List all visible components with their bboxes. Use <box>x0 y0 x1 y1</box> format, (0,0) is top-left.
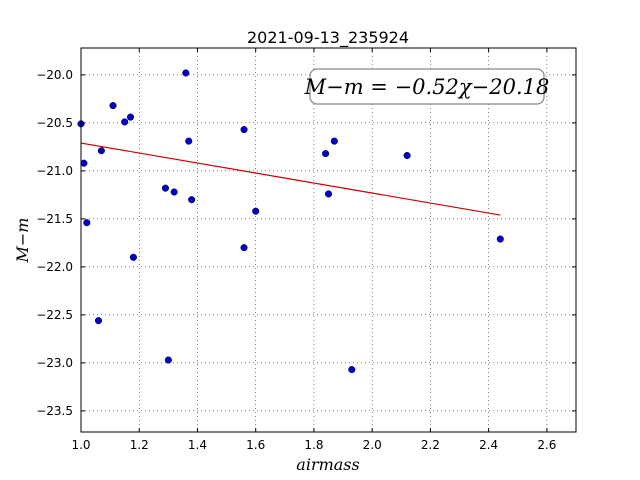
data-point <box>240 126 248 134</box>
data-point <box>322 150 330 158</box>
x-tick-label: 1.2 <box>130 438 149 452</box>
x-tick-label: 2.4 <box>479 438 498 452</box>
y-tick-label: −22.5 <box>36 308 73 322</box>
data-point <box>109 102 117 110</box>
x-tick-label: 1.6 <box>246 438 265 452</box>
x-tick-label: 1.8 <box>304 438 323 452</box>
data-point <box>348 366 356 374</box>
data-point <box>126 113 135 121</box>
y-tick-label: −20.0 <box>36 68 73 82</box>
x-tick-label: 2.2 <box>421 438 440 452</box>
data-point <box>324 190 333 198</box>
plot-area <box>81 48 576 432</box>
x-tick-label: 2.0 <box>363 438 382 452</box>
data-point <box>330 137 338 145</box>
chart-title: 2021-09-13_235924 <box>247 28 409 48</box>
data-point <box>80 159 88 167</box>
y-tick-label: −23.5 <box>36 404 73 418</box>
x-tick-label: 1.0 <box>71 438 90 452</box>
x-axis-label: airmass <box>296 455 359 474</box>
data-point <box>164 356 172 364</box>
x-tick-labels: 1.0 1.2 1.4 1.6 1.8 2.0 2.2 2.4 2.6 <box>71 438 556 452</box>
x-tick-label: 1.4 <box>188 438 207 452</box>
annotation-box <box>309 68 545 105</box>
data-point <box>97 147 105 155</box>
data-point <box>252 207 260 215</box>
data-point <box>188 196 196 204</box>
fit-line <box>80 142 501 216</box>
data-point <box>83 219 91 227</box>
y-tick-labels: −20.0 −20.5 −21.0 −21.5 −22.0 −22.5 −23.0 −23.5 <box>36 68 73 418</box>
data-point <box>161 184 169 192</box>
fit-line-group <box>80 142 501 216</box>
grid <box>81 48 576 432</box>
y-tick-label: −23.0 <box>36 356 73 370</box>
data-point <box>185 137 193 145</box>
data-point <box>129 253 137 261</box>
ticks <box>80 48 576 432</box>
data-point <box>121 118 129 126</box>
y-axis-label: M−m <box>13 218 32 264</box>
points-group <box>77 69 504 374</box>
data-point <box>496 235 504 243</box>
data-point <box>403 151 411 160</box>
data-point <box>240 244 248 252</box>
plot-frame <box>80 47 577 433</box>
data-point <box>170 188 178 196</box>
data-point <box>182 69 190 77</box>
y-tick-label: −21.0 <box>36 164 73 178</box>
x-tick-label: 2.6 <box>537 438 556 452</box>
data-point <box>94 317 103 325</box>
y-tick-label: −22.0 <box>36 260 73 274</box>
y-tick-label: −21.5 <box>36 212 73 226</box>
y-tick-label: −20.5 <box>36 116 73 130</box>
fit-equation: M−m = −0.52χ−20.18 <box>304 75 550 99</box>
